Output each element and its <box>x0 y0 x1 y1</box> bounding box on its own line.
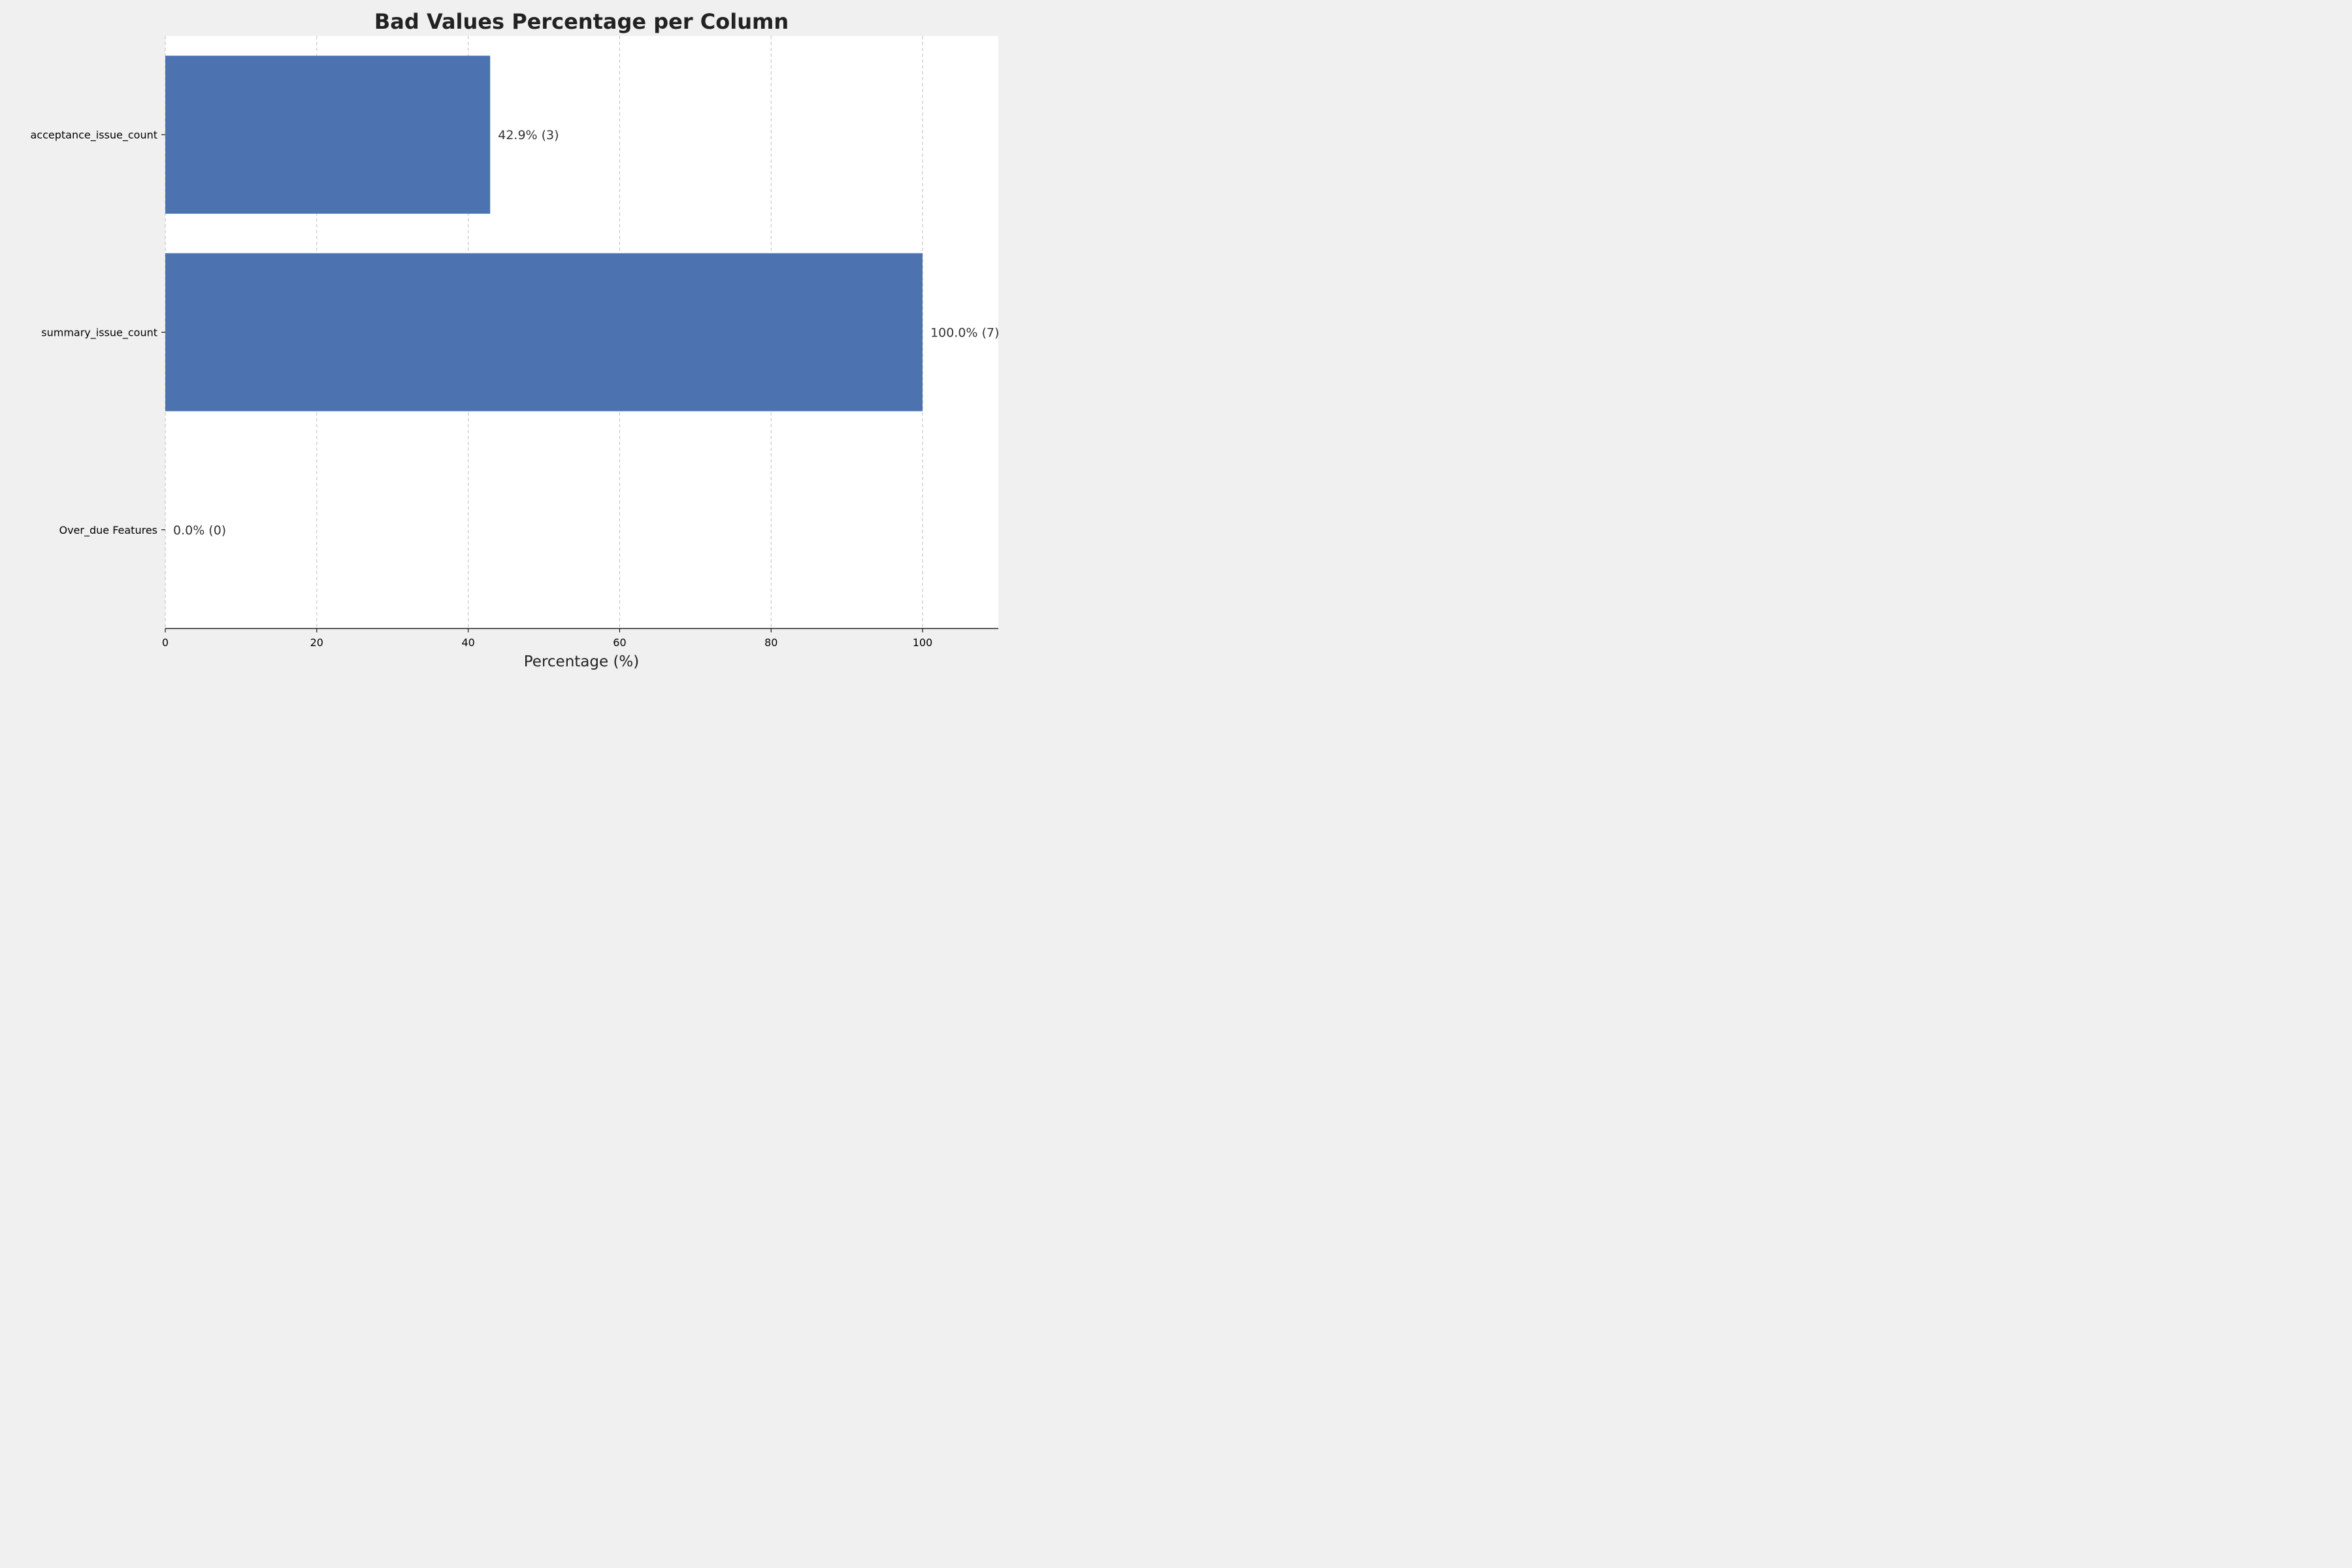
y-tick-label: Over_due Features <box>59 524 157 537</box>
x-axis-label: Percentage (%) <box>524 653 640 670</box>
x-tick-label: 40 <box>461 636 474 649</box>
bar-chart: 42.9% (3) 100.0% (7) 0.0% (0) 0 20 40 60 80 100… <box>31 9 1000 670</box>
x-axis-ticks: 0 20 40 60 80 100 <box>162 629 932 649</box>
y-tick-label: summary_issue_count <box>41 327 157 340</box>
data-label: 42.9% (3) <box>498 128 559 142</box>
x-tick-label: 60 <box>613 636 626 649</box>
bars <box>165 56 923 412</box>
data-label: 100.0% (7) <box>930 326 999 340</box>
data-labels: 42.9% (3) 100.0% (7) 0.0% (0) <box>173 128 999 538</box>
bar <box>165 56 491 214</box>
y-axis-ticks: acceptance_issue_count summary_issue_coun… <box>31 129 165 537</box>
x-tick-label: 20 <box>310 636 323 649</box>
y-tick-label: acceptance_issue_count <box>31 129 158 142</box>
x-tick-label: 100 <box>913 636 933 649</box>
x-tick-label: 0 <box>162 636 169 649</box>
chart-container: 42.9% (3) 100.0% (7) 0.0% (0) 0 20 40 60 80 100… <box>0 0 1024 683</box>
x-tick-label: 80 <box>764 636 777 649</box>
chart-title: Bad Values Percentage per Column <box>374 9 789 34</box>
data-label: 0.0% (0) <box>173 523 226 538</box>
bar <box>165 253 923 412</box>
